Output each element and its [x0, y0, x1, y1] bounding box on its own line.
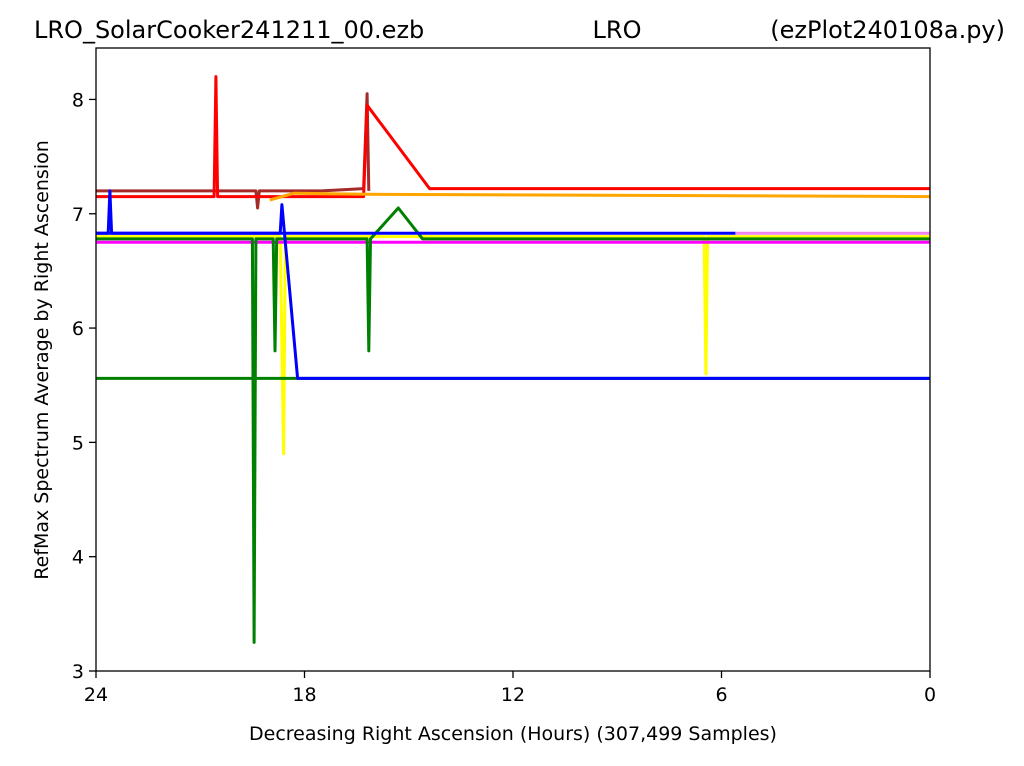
ticks-layer: 24 18 12 6 0 3 4 5 6 7 8 — [72, 89, 936, 706]
x-tick-label: 18 — [292, 684, 316, 706]
chart-title-left: LRO_SolarCooker241211_00.ezb — [34, 16, 424, 44]
series-line-3 — [96, 235, 930, 456]
series-line-0 — [96, 92, 371, 210]
series-layer — [96, 75, 931, 644]
x-tick-label: 0 — [924, 684, 936, 706]
y-tick-label: 5 — [72, 432, 84, 454]
y-tick-label: 3 — [72, 661, 84, 683]
series-line-7 — [96, 189, 930, 380]
x-tick-label: 24 — [84, 684, 108, 706]
x-axis-label: Decreasing Right Ascension (Hours) (307,… — [249, 723, 777, 745]
y-tick-label: 4 — [72, 547, 84, 569]
x-tick-label: 12 — [501, 684, 525, 706]
y-tick-label: 7 — [72, 204, 84, 226]
x-tick-label: 6 — [715, 684, 727, 706]
series-line-5 — [96, 206, 930, 644]
plot-frame — [95, 47, 931, 672]
y-tick-label: 8 — [72, 89, 84, 111]
series-line-2 — [269, 191, 931, 202]
series-line-1 — [96, 75, 930, 199]
chart-title-right: (ezPlot240108a.py) — [770, 16, 1005, 44]
y-axis-label: RefMax Spectrum Average by Right Ascensi… — [31, 140, 53, 580]
chart-title-center: LRO — [593, 16, 642, 44]
y-tick-label: 6 — [72, 318, 84, 340]
